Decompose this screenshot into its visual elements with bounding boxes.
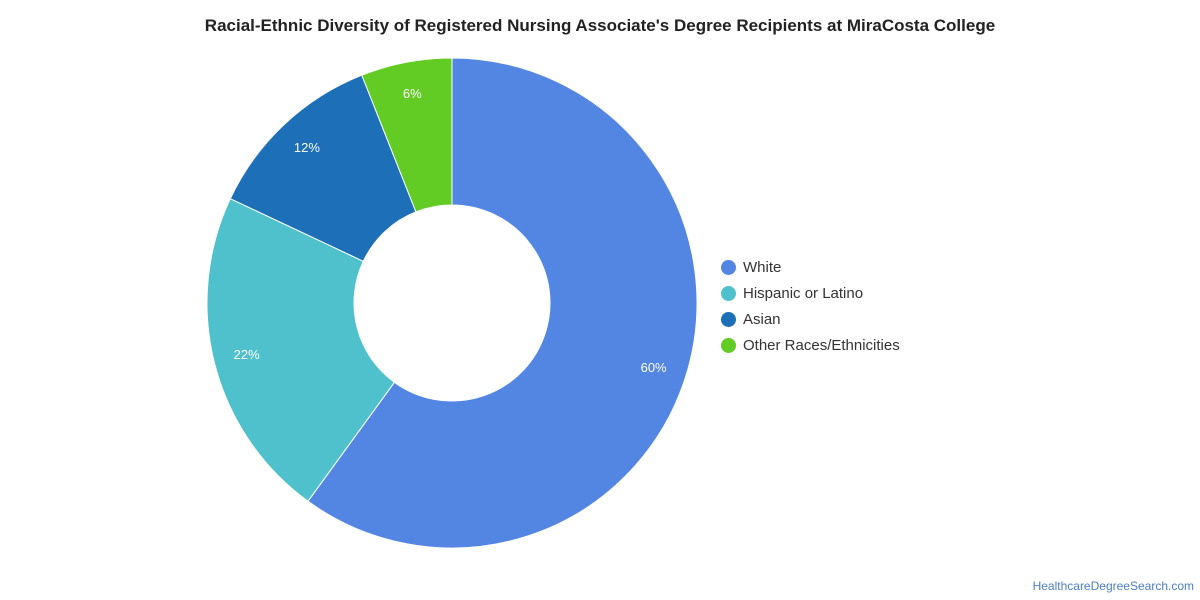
slice-label-other-races: 6%	[403, 86, 422, 101]
legend-label-asian: Asian	[743, 310, 781, 328]
slice-white[interactable]	[307, 57, 698, 549]
donut-slices	[206, 57, 698, 549]
legend-swatch-other-races	[721, 337, 736, 353]
slice-hispanic-or-latino[interactable]	[206, 198, 396, 502]
legend-label-white: White	[743, 258, 782, 276]
source-link[interactable]: HealthcareDegreeSearch.com	[1032, 579, 1194, 593]
slice-asian[interactable]	[229, 74, 417, 262]
slice-labels: 60% 22% 12% 6%	[234, 86, 667, 375]
legend-item-other-races[interactable]: Other Races/Ethnicities	[721, 332, 900, 358]
legend-item-hispanic-or-latino[interactable]: Hispanic or Latino	[721, 280, 900, 306]
slice-label-white: 60%	[641, 360, 667, 375]
chart-legend: White Hispanic or Latino Asian Other Rac…	[721, 254, 900, 358]
legend-swatch-hispanic-or-latino	[721, 285, 736, 301]
legend-label-other-races: Other Races/Ethnicities	[743, 336, 900, 354]
legend-item-asian[interactable]: Asian	[721, 306, 900, 332]
slice-other-races[interactable]	[361, 57, 453, 213]
slice-label-asian: 12%	[294, 140, 320, 155]
legend-swatch-asian	[721, 311, 736, 327]
legend-swatch-white	[721, 259, 736, 275]
legend-item-white[interactable]: White	[721, 254, 900, 280]
legend-label-hispanic-or-latino: Hispanic or Latino	[743, 284, 864, 302]
slice-label-hispanic-or-latino: 22%	[234, 347, 260, 362]
chart-title: Racial-Ethnic Diversity of Registered Nu…	[204, 16, 996, 35]
